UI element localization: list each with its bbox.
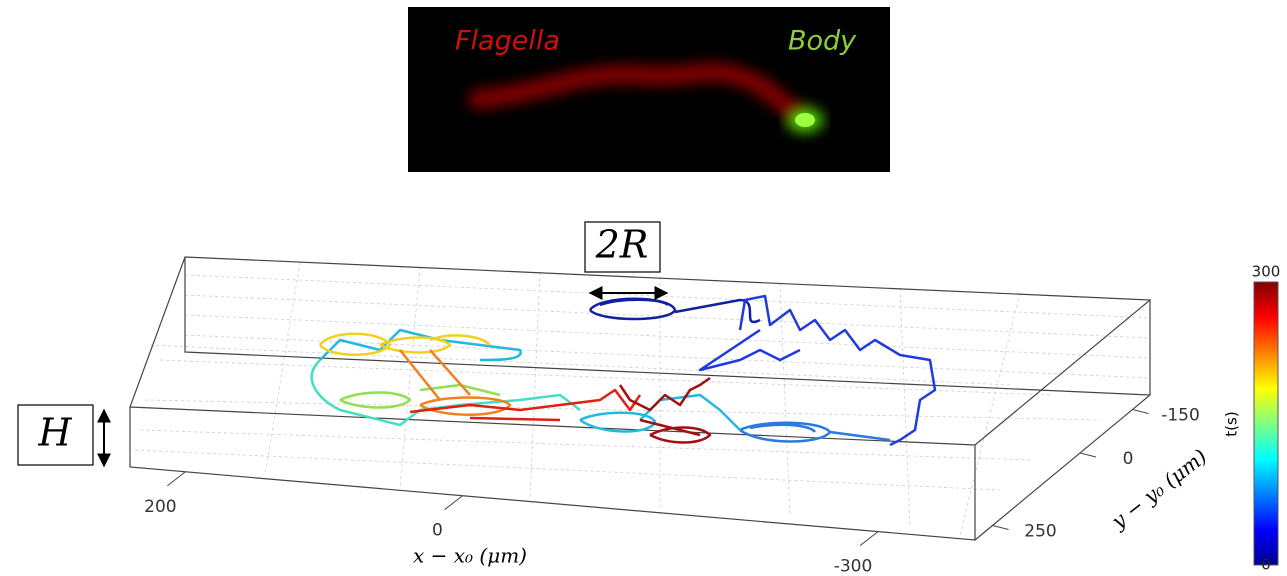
body-label: Body: [788, 26, 857, 57]
y-tick-label: 250: [1024, 522, 1056, 542]
colorbar-tick-label: 0: [1261, 556, 1271, 574]
x-tick-label: 0: [432, 521, 443, 541]
y-tick: [992, 525, 1009, 530]
colorbar-label: t(s): [1223, 411, 1241, 436]
x-tick: [167, 471, 186, 487]
annotations: 2R H: [17, 221, 669, 468]
colorbar-scale: [1253, 281, 1279, 566]
colorbar: t(s): [1223, 411, 1241, 436]
y-tick-label: -150: [1161, 406, 1200, 426]
micrograph: Flagella Body: [408, 7, 890, 172]
flagella-label: Flagella: [455, 26, 560, 57]
x-axis-label: x − x₀ (μm): [413, 544, 527, 568]
x-tick-label: 200: [144, 497, 176, 517]
x-tick: [444, 495, 463, 511]
x-tick-label: -300: [834, 557, 873, 576]
x-tick: [859, 531, 879, 547]
height-annotation: H: [37, 411, 72, 455]
y-tick: [1132, 409, 1149, 414]
y-tick: [1079, 452, 1097, 458]
radius-annotation: 2R: [595, 223, 649, 267]
colorbar-tick-label: 300: [1252, 263, 1281, 281]
trajectory: [310, 294, 937, 447]
plot-box: [129, 256, 1152, 541]
y-tick-label: 0: [1123, 449, 1134, 469]
